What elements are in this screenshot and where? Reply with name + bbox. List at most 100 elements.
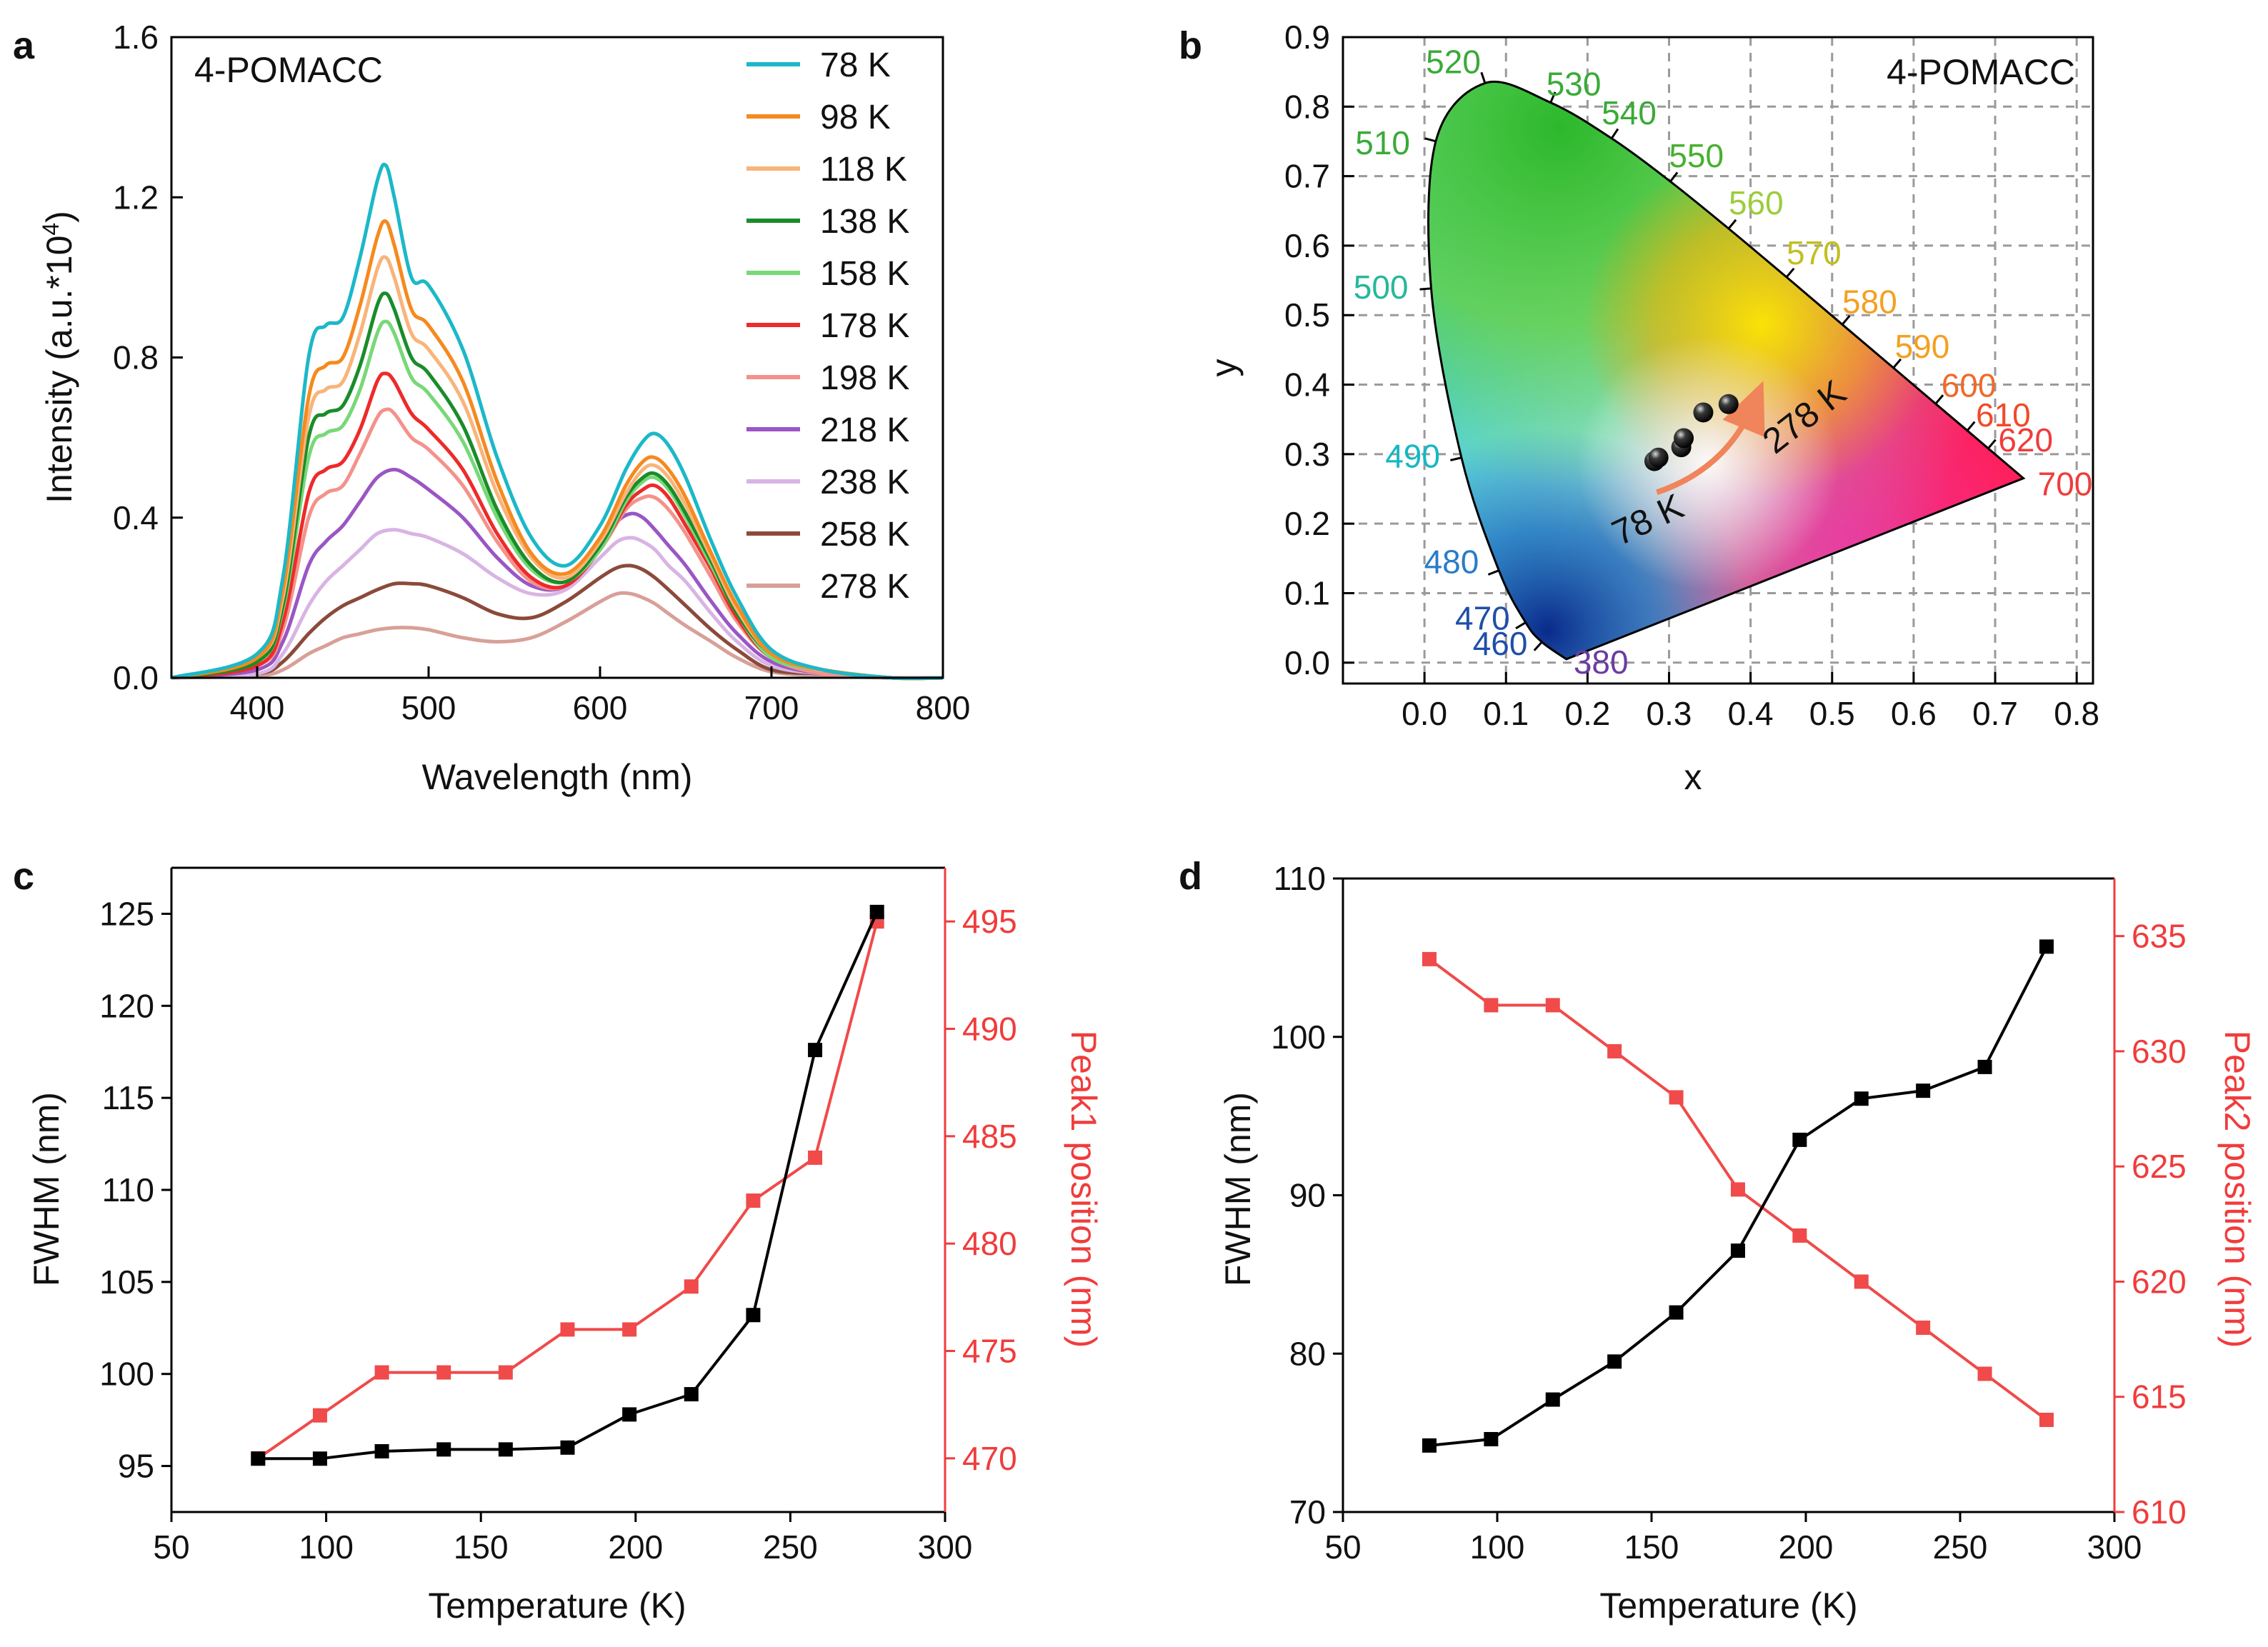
panel-a-series-98-K xyxy=(171,219,944,681)
panel-b-sample-label: 4-POMACC xyxy=(1887,52,2075,92)
panel-b-wavelength-label: 540 xyxy=(1602,94,1657,131)
panel-b-y-ticks: 0.0 0.1 0.2 0.3 0.4 0.5 0.6 0.7 0.8 0.9 xyxy=(1284,19,1354,681)
panel-b-wavelength-label: 490 xyxy=(1385,438,1440,475)
panel-c-x-ticks: 50 100 150 200 250 300 xyxy=(153,1512,972,1566)
cie-wavelength-tick xyxy=(1549,91,1557,104)
panel-d-x-tick-label: 200 xyxy=(1779,1528,1834,1566)
panel-b-y-tick-label: 0.2 xyxy=(1284,505,1330,542)
panel-b-wavelength-labels: 3804604704804905005105205305405505605705… xyxy=(1354,43,2093,681)
legend-label: 138 K xyxy=(820,203,909,241)
panel-c-right-y-ticks: 470 475 480 485 490 495 xyxy=(945,903,1017,1477)
panel-d-right-tick-label: 635 xyxy=(2132,918,2187,955)
panel-b-temperature-arrow xyxy=(1656,381,1765,496)
panel-b-wavelength-label: 560 xyxy=(1729,184,1784,221)
panel-c-marker-right xyxy=(808,1150,823,1165)
panel-b-y-tick-label: 0.6 xyxy=(1284,227,1330,264)
panel-a-y-tick-label: 1.6 xyxy=(113,19,159,56)
panel-c-line-left xyxy=(258,911,879,1461)
panel-a-y-axis-label: Intensity (a.u.*104) xyxy=(38,211,79,504)
panel-c-right-tick-label: 480 xyxy=(962,1225,1017,1262)
cie-fill-layer xyxy=(1428,81,2024,659)
panel-a-x-axis-label: Wavelength (nm) xyxy=(422,757,693,797)
panel-c-marker-left xyxy=(560,1440,575,1455)
panel-a-x-tick-label: 700 xyxy=(744,689,799,726)
panel-d-marker-left xyxy=(1484,1431,1499,1446)
panel-a-y-tick-label: 0.0 xyxy=(113,659,159,696)
panel-a-sample-label: 4-POMACC xyxy=(194,50,383,90)
cie-wavelength-tick xyxy=(1934,394,1944,405)
panel-c-marker-left xyxy=(251,1451,266,1466)
panel-a-legend: 78 K 98 K 118 K 138 K 158 K 178 K 198 K 218 K 23… xyxy=(746,46,909,606)
panel-b-wavelength-label: 520 xyxy=(1426,43,1481,80)
panel-c-marker-right xyxy=(498,1365,513,1380)
panel-b-wavelength-label: 570 xyxy=(1787,234,1842,271)
legend-label: 198 K xyxy=(820,359,909,397)
panel-b-cie-point xyxy=(1693,402,1714,423)
panel-b-x-tick-label: 0.1 xyxy=(1483,695,1529,732)
panel-c-marker-right xyxy=(560,1322,575,1337)
panel-d-right-tick-label: 625 xyxy=(2132,1148,2187,1185)
panel-a-x-tick-label: 600 xyxy=(573,689,628,726)
panel-d-marker-left xyxy=(1792,1132,1807,1147)
panel-a-series-238-K xyxy=(171,528,944,680)
panel-c-marker-left xyxy=(374,1443,389,1458)
panel-b-wavelength-label: 500 xyxy=(1354,269,1409,306)
panel-c-marker-right xyxy=(746,1193,761,1208)
panel-c-marker-left xyxy=(684,1387,699,1402)
panel-b-y-tick-label: 0.7 xyxy=(1284,158,1330,195)
panel-label-b: b xyxy=(1179,24,1202,67)
panel-c-left-tick-label: 115 xyxy=(102,1079,154,1116)
panel-d-marker-right xyxy=(1545,998,1560,1013)
panel-d-marker-left xyxy=(1916,1083,1931,1098)
panel-a-emission-spectra: 400 500 600 700 800 0.0 0.4 0.8 1.2 1.6 4-POMACC… xyxy=(38,19,970,797)
panel-d-right-y-ticks: 610 615 620 625 630 635 xyxy=(2114,918,2187,1531)
panel-c-left-tick-label: 120 xyxy=(99,987,154,1024)
panel-b-x-tick-label: 0.5 xyxy=(1809,695,1855,732)
panel-d-left-tick-label: 100 xyxy=(1271,1018,1326,1056)
panel-a-x-ticks: 400 500 600 700 800 xyxy=(230,666,970,726)
panel-c-marker-right xyxy=(436,1365,451,1380)
panel-a-series-278-K xyxy=(171,591,944,680)
panel-b-x-tick-label: 0.3 xyxy=(1647,695,1692,732)
panel-d-marker-left xyxy=(1730,1243,1745,1258)
panel-a-y-axis-label-end: ) xyxy=(39,211,79,223)
panel-b-wavelength-label: 600 xyxy=(1942,366,1997,404)
panel-d-x-tick-label: 50 xyxy=(1324,1528,1361,1566)
panel-c-x-tick-label: 50 xyxy=(153,1528,189,1566)
panel-b-wavelength-label: 530 xyxy=(1547,66,1602,103)
cie-wavelength-tick xyxy=(1480,71,1487,84)
panel-d-marker-right xyxy=(1422,951,1437,966)
panel-a-x-tick-label: 400 xyxy=(230,689,285,726)
panel-label-c: c xyxy=(13,855,34,898)
panel-b-x-tick-label: 0.2 xyxy=(1564,695,1610,732)
panel-d-right-y-axis-label: Peak2 position (nm) xyxy=(2217,1031,2257,1348)
cie-wavelength-tick xyxy=(1424,137,1437,143)
panel-b-x-ticks: 0.0 0.1 0.2 0.3 0.4 0.5 0.6 0.7 0.8 xyxy=(1402,672,2099,732)
panel-d-marker-right xyxy=(1484,998,1499,1013)
legend-label: 158 K xyxy=(820,255,909,293)
panel-c-marker-left xyxy=(622,1407,637,1422)
panel-b-spectral-locus xyxy=(1419,71,2026,661)
panel-c-x-tick-label: 200 xyxy=(608,1528,663,1566)
panel-d-x-tick-label: 300 xyxy=(2087,1528,2142,1566)
panel-d-right-tick-label: 630 xyxy=(2132,1033,2187,1070)
panel-b-y-tick-label: 0.0 xyxy=(1284,644,1330,681)
legend-label: 78 K xyxy=(820,46,891,84)
panel-d-left-y-axis-label: FWHM (nm) xyxy=(1218,1092,1258,1286)
panel-b-wavelength-label: 480 xyxy=(1424,544,1479,581)
panel-c-x-tick-label: 300 xyxy=(918,1528,973,1566)
legend-label: 178 K xyxy=(820,307,909,345)
panel-d-marker-right xyxy=(1607,1043,1622,1058)
legend-label: 118 K xyxy=(820,151,907,189)
panel-b-y-tick-label: 0.4 xyxy=(1284,366,1330,404)
panel-b-y-tick-label: 0.9 xyxy=(1284,19,1330,56)
legend-label: 98 K xyxy=(820,99,891,136)
legend-label: 238 K xyxy=(820,464,909,501)
panel-d-marker-right xyxy=(1916,1320,1931,1335)
panel-c-left-y-axis-label: FWHM (nm) xyxy=(26,1092,66,1286)
panel-c-marker-left xyxy=(808,1043,823,1058)
cie-wavelength-tick xyxy=(1515,621,1527,630)
panel-b-y-axis-label: y xyxy=(1204,359,1244,377)
cie-wavelength-tick xyxy=(1669,171,1679,183)
